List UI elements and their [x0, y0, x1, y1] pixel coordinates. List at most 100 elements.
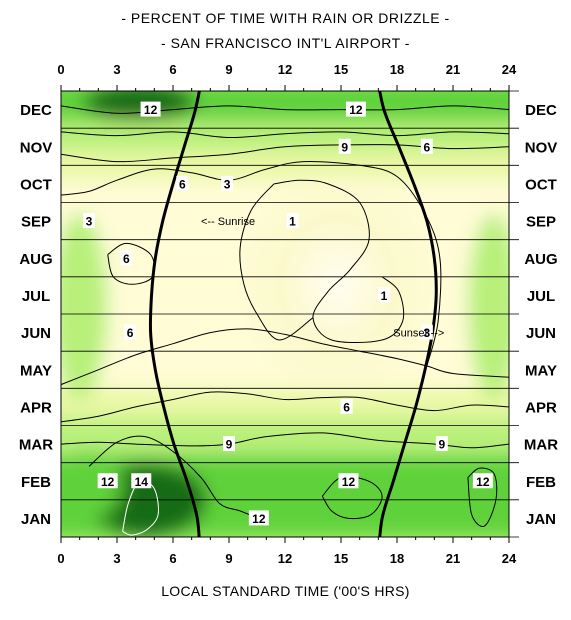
month-label-right: DEC: [525, 102, 557, 119]
x-tick-label-top: 12: [278, 62, 292, 77]
month-label-left: MAR: [19, 437, 53, 454]
month-label-left: AUG: [19, 251, 52, 268]
shade-blob-summer-night: [61, 213, 108, 400]
shade-blob-jan-afternoon: [299, 473, 390, 534]
x-tick-label-top: 21: [446, 62, 460, 77]
x-tick-label-bottom: 21: [446, 551, 460, 566]
contour-line-14-jan: [122, 480, 159, 536]
month-label-left: JUN: [21, 325, 51, 342]
x-tick-label-bottom: 6: [169, 551, 176, 566]
contour-label-box: [131, 473, 152, 489]
contour-label: 9: [438, 438, 445, 452]
month-label-left: JAN: [21, 511, 51, 528]
x-tick-label-bottom: 9: [225, 551, 232, 566]
month-label-left: SEP: [21, 214, 51, 231]
x-tick-label-top: 18: [390, 62, 404, 77]
contour-line-6-apr: [61, 391, 509, 423]
month-label-right: MAR: [524, 437, 558, 454]
month-label-right: AUG: [524, 251, 557, 268]
contour-label-box: [377, 287, 390, 303]
contour-line-3-upper: [61, 160, 442, 367]
contour-label-box: [140, 101, 161, 117]
month-label-right: JUL: [527, 288, 555, 305]
contour-label: 3: [224, 177, 231, 191]
chart-title: - PERCENT OF TIME WITH RAIN OR DRIZZLE -: [121, 10, 450, 26]
contour-label: 12: [476, 475, 490, 489]
contour-line-12-dec: [61, 105, 509, 114]
month-label-right: SEP: [526, 214, 556, 231]
x-tick-label-bottom: 18: [390, 551, 404, 566]
contour-label: 9: [226, 438, 233, 452]
shade-band-apr: [61, 388, 509, 419]
contour-label: 12: [252, 512, 266, 526]
shade-blob-dec: [83, 91, 196, 121]
contour-label-box: [223, 436, 235, 452]
contour-label-box: [420, 138, 433, 154]
contour-label: 6: [179, 177, 186, 191]
shade-blob-jan-night: [61, 451, 123, 519]
contour-label: 9: [341, 140, 348, 154]
month-label-left: JUL: [22, 288, 50, 305]
contour-label-box: [286, 213, 299, 229]
month-label-right: JAN: [526, 511, 556, 528]
x-tick-label-top: 15: [334, 62, 348, 77]
contour-label-box: [83, 213, 95, 229]
x-tick-label-bottom: 15: [334, 551, 348, 566]
contour-label: 12: [349, 103, 363, 117]
contour-line-9-nov: [61, 131, 509, 139]
sunrise-curve: [148, 91, 201, 537]
x-axis-label: LOCAL STANDARD TIME ('00'S HRS): [161, 583, 410, 599]
month-label-left: DEC: [20, 102, 52, 119]
month-label-right: NOV: [525, 139, 558, 156]
contour-label: 14: [135, 475, 149, 489]
contour-line-1-left: [273, 179, 405, 344]
month-label-right: MAY: [525, 362, 557, 379]
month-label-left: NOV: [20, 139, 53, 156]
shade-band-mar: [61, 418, 509, 456]
contour-label: 6: [127, 326, 134, 340]
month-label-left: MAY: [20, 362, 52, 379]
contour-label-box: [338, 138, 351, 154]
sunrise-annotation: <-- Sunrise: [201, 216, 255, 228]
contour-label: 6: [424, 140, 431, 154]
contour-label-box: [221, 175, 234, 191]
month-label-left: OCT: [20, 176, 52, 193]
contour-label-box: [248, 510, 269, 526]
shade-blob-summer-afternoon: [234, 165, 440, 404]
contour-line-6-nov: [61, 144, 509, 163]
contour-line-12-feb: [88, 435, 260, 519]
contour-label: 1: [289, 215, 296, 229]
chart-subtitle: - SAN FRANCISCO INT'L AIRPORT -: [161, 35, 410, 51]
month-label-left: APR: [20, 399, 52, 416]
contour-label: 12: [144, 103, 158, 117]
contour-label-box: [420, 324, 433, 340]
contour-line-12-jan-late: [467, 467, 498, 527]
contour-label-box: [97, 473, 118, 489]
contour-label: 6: [343, 400, 350, 414]
sunset-curve: [378, 91, 438, 537]
contour-label-box: [472, 473, 493, 489]
x-tick-label-top: 0: [57, 62, 64, 77]
contour-label: 3: [86, 215, 93, 229]
contour-label: 6: [123, 252, 130, 266]
contour-label-box: [176, 175, 189, 191]
month-label-right: OCT: [525, 176, 557, 193]
contour-label: 1: [381, 289, 388, 303]
x-tick-label-top: 6: [169, 62, 176, 77]
month-label-right: JUN: [526, 325, 556, 342]
contour-line-1-right: [239, 183, 314, 341]
shade-blob-jan-late: [447, 458, 509, 526]
contour-label-box: [435, 436, 448, 452]
contour-label-box: [124, 324, 137, 340]
contour-label: 12: [342, 475, 356, 489]
shade-blob-summer-late: [467, 213, 509, 400]
month-label-right: FEB: [526, 474, 556, 491]
x-tick-label-top: 9: [225, 62, 232, 77]
x-tick-label-bottom: 12: [278, 551, 292, 566]
contour-label-box: [120, 250, 133, 266]
month-label-left: FEB: [21, 474, 51, 491]
x-tick-label-top: 3: [113, 62, 120, 77]
contour-label-box: [340, 398, 353, 414]
x-tick-label-bottom: 3: [113, 551, 120, 566]
contour-label: 12: [101, 475, 115, 489]
